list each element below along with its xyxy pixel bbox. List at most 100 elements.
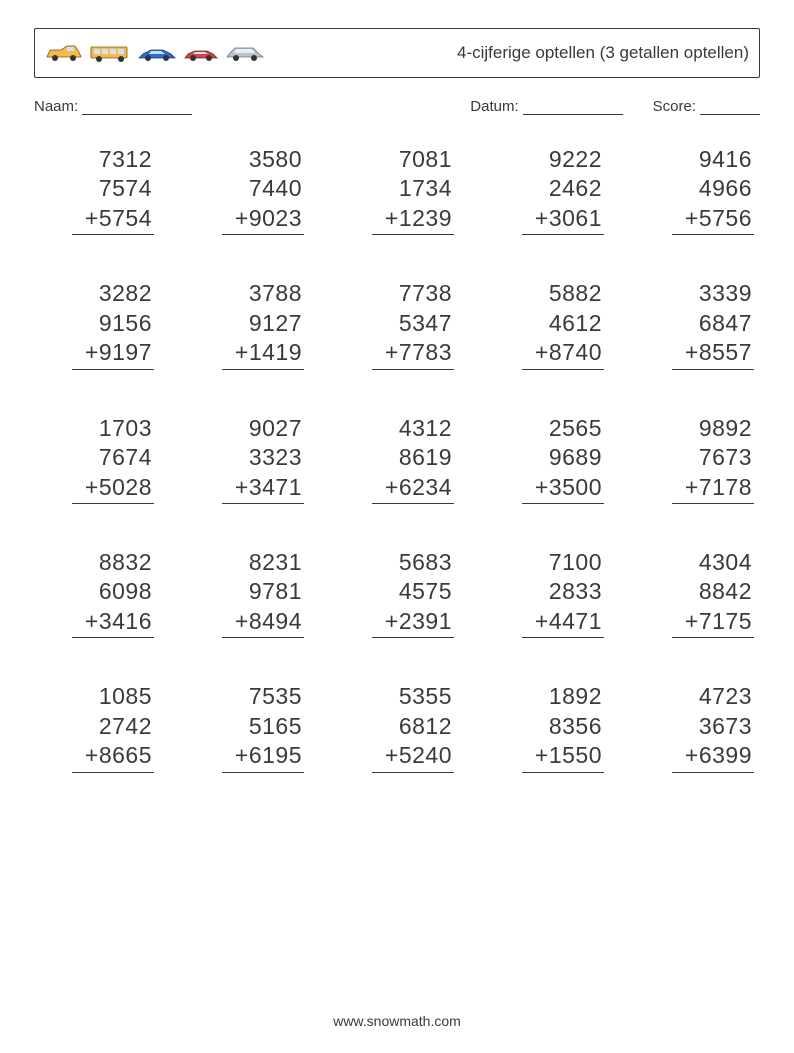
problem-stack: 8832 6098+3416	[72, 548, 154, 638]
last-addend: +1419	[224, 338, 302, 367]
addition-problem: 9416 4966+5756	[640, 145, 754, 235]
addend: 3673	[674, 712, 752, 741]
addend: 2742	[74, 712, 152, 741]
addend: 8832	[74, 548, 152, 577]
addend: 7100	[524, 548, 602, 577]
last-addend: +9197	[74, 338, 152, 367]
addend: 9689	[524, 443, 602, 472]
addend: 9781	[224, 577, 302, 606]
addition-problem: 8832 6098+3416	[40, 548, 154, 638]
last-addend: +5756	[674, 204, 752, 233]
problem-stack: 4723 3673+6399	[672, 682, 754, 772]
last-addend: +7178	[674, 473, 752, 502]
last-addend: +8740	[524, 338, 602, 367]
addend: 3323	[224, 443, 302, 472]
addition-problem: 1085 2742+8665	[40, 682, 154, 772]
last-addend: +1239	[374, 204, 452, 233]
meta-row: Naam: Datum: Score:	[34, 98, 760, 115]
problem-stack: 4312 8619+6234	[372, 414, 454, 504]
addend: 1734	[374, 174, 452, 203]
last-addend: +8665	[74, 741, 152, 770]
score-blank-line	[700, 100, 760, 115]
last-addend: +8494	[224, 607, 302, 636]
addend: 8231	[224, 548, 302, 577]
car-icon	[183, 46, 219, 62]
addend: 7312	[74, 145, 152, 174]
addend: 5355	[374, 682, 452, 711]
addend: 7535	[224, 682, 302, 711]
addend: 9222	[524, 145, 602, 174]
problem-stack: 9027 3323+3471	[222, 414, 304, 504]
addition-problem: 4723 3673+6399	[640, 682, 754, 772]
problem-stack: 1085 2742+8665	[72, 682, 154, 772]
addend: 4304	[674, 548, 752, 577]
last-addend: +9023	[224, 204, 302, 233]
addend: 1892	[524, 682, 602, 711]
addition-problem: 3282 9156+9197	[40, 279, 154, 369]
addend: 9027	[224, 414, 302, 443]
car-icon	[137, 46, 177, 62]
problem-stack: 1892 8356+1550	[522, 682, 604, 772]
addition-problem: 8231 9781+8494	[190, 548, 304, 638]
problem-stack: 4304 8842+7175	[672, 548, 754, 638]
car-icon	[45, 44, 83, 62]
addend: 5165	[224, 712, 302, 741]
problem-stack: 7312 7574+5754	[72, 145, 154, 235]
problem-stack: 5355 6812+5240	[372, 682, 454, 772]
addend: 8356	[524, 712, 602, 741]
worksheet-title: 4-cijferige optellen (3 getallen optelle…	[457, 43, 749, 63]
worksheet-header: 4-cijferige optellen (3 getallen optelle…	[34, 28, 760, 78]
last-addend: +5754	[74, 204, 152, 233]
last-addend: +6399	[674, 741, 752, 770]
addition-problem: 5882 4612+8740	[490, 279, 604, 369]
problem-stack: 7738 5347+7783	[372, 279, 454, 369]
problem-grid: 7312 7574+5754 3580 7440+9023 7081 1734+…	[34, 145, 760, 773]
date-blank-line	[523, 100, 623, 115]
addend: 3580	[224, 145, 302, 174]
addend: 8619	[374, 443, 452, 472]
last-addend: +7783	[374, 338, 452, 367]
addend: 7081	[374, 145, 452, 174]
van-icon	[89, 44, 131, 62]
score-label: Score:	[653, 98, 696, 115]
addend: 3282	[74, 279, 152, 308]
addition-problem: 7535 5165+6195	[190, 682, 304, 772]
problem-stack: 7081 1734+1239	[372, 145, 454, 235]
last-addend: +7175	[674, 607, 752, 636]
addend: 6098	[74, 577, 152, 606]
problem-stack: 7535 5165+6195	[222, 682, 304, 772]
problem-stack: 9892 7673+7178	[672, 414, 754, 504]
addend: 7674	[74, 443, 152, 472]
last-addend: +4471	[524, 607, 602, 636]
addend: 1085	[74, 682, 152, 711]
addend: 7673	[674, 443, 752, 472]
problem-stack: 2565 9689+3500	[522, 414, 604, 504]
addend: 8842	[674, 577, 752, 606]
addition-problem: 2565 9689+3500	[490, 414, 604, 504]
addend: 4312	[374, 414, 452, 443]
addition-problem: 5355 6812+5240	[340, 682, 454, 772]
addend: 7574	[74, 174, 152, 203]
score-field: Score:	[653, 98, 760, 115]
addend: 2565	[524, 414, 602, 443]
problem-stack: 3339 6847+8557	[672, 279, 754, 369]
problem-stack: 5882 4612+8740	[522, 279, 604, 369]
problem-stack: 9222 2462+3061	[522, 145, 604, 235]
addend: 3339	[674, 279, 752, 308]
addend: 1703	[74, 414, 152, 443]
last-addend: +2391	[374, 607, 452, 636]
addition-problem: 3580 7440+9023	[190, 145, 304, 235]
problem-stack: 3282 9156+9197	[72, 279, 154, 369]
car-icons-group	[45, 44, 265, 62]
footer-url: www.snowmath.com	[0, 1013, 794, 1029]
addition-problem: 9027 3323+3471	[190, 414, 304, 504]
date-label: Datum:	[470, 98, 518, 115]
name-field: Naam:	[34, 98, 192, 115]
last-addend: +6234	[374, 473, 452, 502]
last-addend: +5028	[74, 473, 152, 502]
addend: 6812	[374, 712, 452, 741]
addition-problem: 7081 1734+1239	[340, 145, 454, 235]
addend: 9416	[674, 145, 752, 174]
problem-stack: 1703 7674+5028	[72, 414, 154, 504]
addend: 4612	[524, 309, 602, 338]
